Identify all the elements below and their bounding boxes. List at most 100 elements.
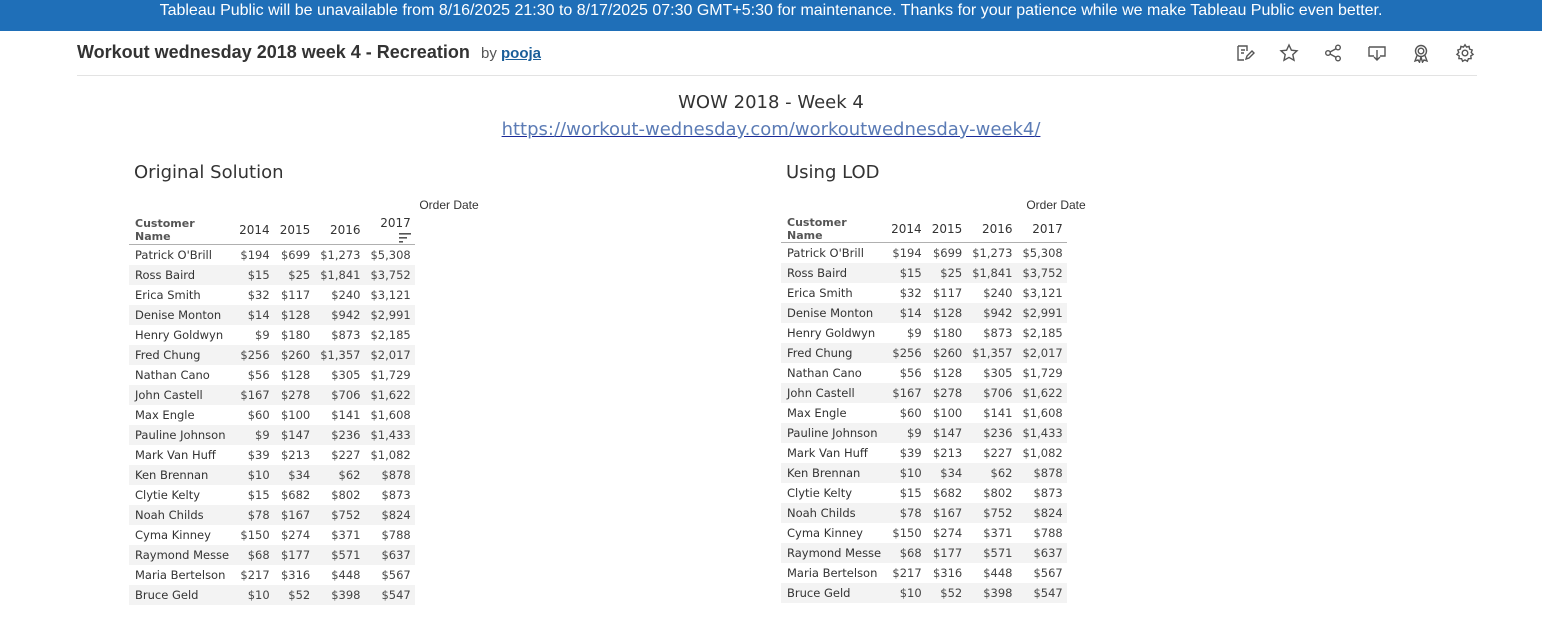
customer-name-cell[interactable]: Mark Van Huff [787,446,868,460]
sales-value-cell[interactable]: $240 [331,288,361,302]
edit-button[interactable] [1233,41,1257,65]
sales-value-cell[interactable]: $3,752 [364,265,415,285]
sales-value-cell[interactable]: $60 [247,408,270,422]
badge-button[interactable] [1409,41,1433,65]
sales-value-cell[interactable]: $34 [925,463,967,483]
customer-name-header[interactable]: Customer Name [781,216,886,243]
table-row[interactable]: Henry Goldwyn $9 $180 $873 $2,185 [129,325,415,345]
table-row[interactable]: Clytie Kelty $15 $682 $802 $873 [781,483,1067,503]
sales-value-cell[interactable]: $278 [273,385,315,405]
sales-value-cell[interactable]: $15 [885,263,926,283]
table-row[interactable]: Ross Baird $15 $25 $1,841 $3,752 [129,265,415,285]
sales-value-cell[interactable]: $1,357 [314,345,365,365]
customer-name-cell[interactable]: Pauline Johnson [129,425,234,445]
sales-value-cell[interactable]: $180 [932,326,963,340]
table-row[interactable]: Denise Monton $14 $128 $942 $2,991 [781,303,1067,323]
sales-value-cell[interactable]: $942 [966,303,1017,323]
table-row[interactable]: Denise Monton $14 $128 $942 $2,991 [129,305,415,325]
table-row[interactable]: Max Engle $60 $100 $141 $1,608 [129,405,415,425]
sales-value-cell[interactable]: $2,185 [370,328,411,342]
sales-value-cell[interactable]: $9 [233,425,274,445]
sales-value-cell[interactable]: $1,622 [1016,383,1067,403]
sales-value-cell[interactable]: $167 [885,383,926,403]
customer-name-cell[interactable]: John Castell [129,385,234,405]
sales-value-cell[interactable]: $147 [273,425,315,445]
sales-value-cell[interactable]: $1,841 [966,263,1017,283]
sales-value-cell[interactable]: $316 [280,568,311,582]
table-row[interactable]: Ross Baird $15 $25 $1,841 $3,752 [781,263,1067,283]
customer-name-cell[interactable]: Max Engle [135,408,195,422]
customer-name-cell[interactable]: Nathan Cano [787,366,862,380]
table-row[interactable]: Maria Bertelson $217 $316 $448 $567 [781,563,1067,583]
sales-value-cell[interactable]: $62 [966,463,1017,483]
sales-value-cell[interactable]: $150 [892,526,922,540]
customer-name-cell[interactable]: Henry Goldwyn [787,326,876,340]
sales-value-cell[interactable]: $824 [1016,503,1067,523]
sales-value-cell[interactable]: $177 [273,545,315,565]
sales-value-cell[interactable]: $2,017 [1016,343,1067,363]
sales-value-cell[interactable]: $213 [280,448,311,462]
table-row[interactable]: Fred Chung $256 $260 $1,357 $2,017 [129,345,415,365]
sales-value-cell[interactable]: $1,273 [972,246,1013,260]
year-header[interactable]: 2014 [885,216,926,243]
table-row[interactable]: Erica Smith $32 $117 $240 $3,121 [129,285,415,305]
sales-value-cell[interactable]: $10 [233,465,274,485]
sales-value-cell[interactable]: $1,841 [314,265,365,285]
sales-value-cell[interactable]: $32 [247,288,270,302]
customer-name-cell[interactable]: Ross Baird [129,265,234,285]
sales-value-cell[interactable]: $194 [240,248,270,262]
customer-name-cell[interactable]: Raymond Messe [129,545,234,565]
sales-value-cell[interactable]: $637 [364,545,415,565]
favorite-button[interactable] [1277,41,1301,65]
sales-value-cell[interactable]: $10 [885,583,926,603]
sales-value-cell[interactable]: $150 [240,528,270,542]
customer-name-cell[interactable]: Noah Childs [129,505,234,525]
sales-value-cell[interactable]: $942 [314,305,365,325]
customer-name-cell[interactable]: Erica Smith [787,286,853,300]
sales-value-cell[interactable]: $68 [233,545,274,565]
sales-value-cell[interactable]: $10 [233,585,274,605]
sales-value-cell[interactable]: $39 [899,446,922,460]
year-header[interactable]: 2015 [273,216,315,245]
sales-value-cell[interactable]: $240 [983,286,1013,300]
sales-value-cell[interactable]: $706 [314,385,365,405]
sales-value-cell[interactable]: $2,991 [364,305,415,325]
sales-value-cell[interactable]: $167 [273,505,315,525]
sales-value-cell[interactable]: $3,121 [370,288,411,302]
customer-name-cell[interactable]: Erica Smith [135,288,201,302]
sales-value-cell[interactable]: $141 [331,408,361,422]
table-row[interactable]: Patrick O'Brill $194 $699 $1,273 $5,308 [781,243,1067,264]
sales-value-cell[interactable]: $788 [381,528,411,542]
customer-name-cell[interactable]: Ross Baird [781,263,886,283]
dashboard-link[interactable]: https://workout-wednesday.com/workoutwed… [501,119,1041,140]
sales-value-cell[interactable]: $274 [280,528,311,542]
sales-value-cell[interactable]: $547 [364,585,415,605]
sales-value-cell[interactable]: $9 [255,328,270,342]
customer-name-cell[interactable]: Raymond Messe [781,543,886,563]
sales-value-cell[interactable]: $128 [273,305,315,325]
table-row[interactable]: John Castell $167 $278 $706 $1,622 [129,385,415,405]
sales-value-cell[interactable]: $448 [331,568,361,582]
sales-value-cell[interactable]: $3,121 [1022,286,1063,300]
sales-value-cell[interactable]: $25 [925,263,967,283]
customer-name-cell[interactable]: Maria Bertelson [135,568,226,582]
year-header[interactable]: 2016 [314,216,365,245]
sales-value-cell[interactable]: $147 [925,423,967,443]
table-row[interactable]: Pauline Johnson $9 $147 $236 $1,433 [781,423,1067,443]
table-row[interactable]: John Castell $167 $278 $706 $1,622 [781,383,1067,403]
table-row[interactable]: Mark Van Huff $39 $213 $227 $1,082 [129,445,415,465]
table-row[interactable]: Nathan Cano $56 $128 $305 $1,729 [781,363,1067,383]
sales-value-cell[interactable]: $15 [247,488,270,502]
sales-value-cell[interactable]: $398 [966,583,1017,603]
sales-value-cell[interactable]: $316 [932,566,963,580]
sales-value-cell[interactable]: $32 [899,286,922,300]
sales-value-cell[interactable]: $567 [381,568,411,582]
sales-value-cell[interactable]: $117 [932,286,963,300]
sales-value-cell[interactable]: $227 [331,448,361,462]
customer-name-header[interactable]: Customer Name [129,216,234,245]
sales-value-cell[interactable]: $1,082 [1022,446,1063,460]
sales-value-cell[interactable]: $167 [233,385,274,405]
sales-value-cell[interactable]: $274 [932,526,963,540]
table-row[interactable]: Maria Bertelson $217 $316 $448 $567 [129,565,415,585]
sales-value-cell[interactable]: $260 [273,345,315,365]
